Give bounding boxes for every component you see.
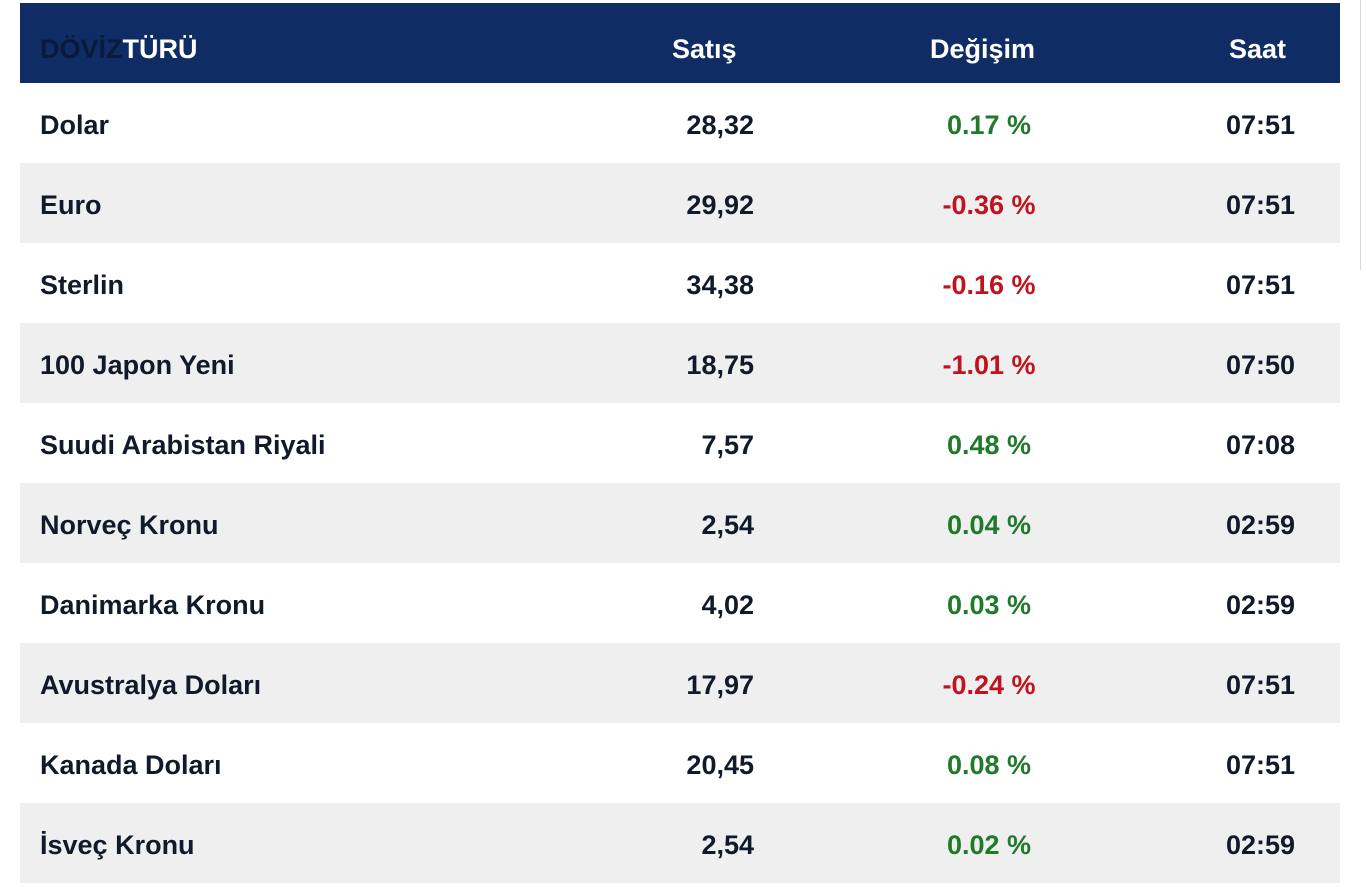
table-row[interactable]: Suudi Arabistan Riyali 7,57 0.48 % 07:08 [20, 403, 1340, 483]
table-row[interactable]: Kanada Doları 20,45 0.08 % 07:51 [20, 723, 1340, 803]
table-row[interactable]: Danimarka Kronu 4,02 0.03 % 02:59 [20, 563, 1340, 643]
sell-price: 18,75 [686, 350, 754, 380]
update-time: 02:59 [1226, 830, 1296, 860]
update-time: 07:51 [1226, 190, 1296, 220]
update-time: 07:51 [1226, 670, 1296, 700]
table-row[interactable]: Avustralya Doları 17,97 -0.24 % 07:51 [20, 643, 1340, 723]
currency-table: DÖVİZTÜRÜ Satış Değişim Saat Dolar 28,32… [20, 3, 1340, 883]
currency-name[interactable]: Avustralya Doları [40, 670, 262, 700]
table-row[interactable]: Sterlin 34,38 -0.16 % 07:51 [20, 243, 1340, 323]
header-type-part2: TÜRÜ [122, 34, 198, 64]
column-header-sell[interactable]: Satış [672, 34, 737, 64]
currency-name[interactable]: Danimarka Kronu [40, 590, 266, 620]
update-time: 07:51 [1226, 110, 1296, 140]
table-row[interactable]: Dolar 28,32 0.17 % 07:51 [20, 83, 1340, 163]
update-time: 02:59 [1226, 590, 1296, 620]
column-header-currency-type[interactable]: DÖVİZTÜRÜ [40, 3, 198, 83]
currency-name[interactable]: Kanada Doları [40, 750, 222, 780]
column-header-change[interactable]: Değişim [930, 34, 1036, 64]
currency-name[interactable]: Euro [40, 190, 102, 220]
sell-price: 34,38 [686, 270, 754, 300]
table-header: DÖVİZTÜRÜ Satış Değişim Saat [20, 3, 1340, 83]
sell-price: 4,02 [701, 590, 754, 620]
sell-price: 28,32 [686, 110, 754, 140]
change-percent: -0.24 % [942, 670, 1036, 700]
column-header-time[interactable]: Saat [1229, 34, 1287, 64]
currency-name[interactable]: Norveç Kronu [40, 510, 219, 540]
change-percent: 0.02 % [946, 830, 1032, 860]
sell-price: 29,92 [686, 190, 754, 220]
change-percent: -0.36 % [942, 190, 1036, 220]
sell-price: 2,54 [701, 830, 754, 860]
sell-price: 17,97 [686, 670, 754, 700]
update-time: 02:59 [1226, 510, 1296, 540]
change-percent: 0.17 % [946, 110, 1032, 140]
currency-name[interactable]: 100 Japon Yeni [40, 350, 235, 380]
currency-name[interactable]: Sterlin [40, 270, 125, 300]
sell-price: 7,57 [701, 430, 754, 460]
change-percent: 0.48 % [946, 430, 1032, 460]
table-row[interactable]: İsveç Kronu 2,54 0.02 % 02:59 [20, 803, 1340, 883]
currency-name[interactable]: Dolar [40, 110, 110, 140]
sell-price: 2,54 [701, 510, 754, 540]
change-percent: 0.08 % [946, 750, 1032, 780]
table-row[interactable]: Norveç Kronu 2,54 0.04 % 02:59 [20, 483, 1340, 563]
currency-name[interactable]: İsveç Kronu [40, 830, 195, 860]
table-row[interactable]: Euro 29,92 -0.36 % 07:51 [20, 163, 1340, 243]
update-time: 07:50 [1226, 350, 1296, 380]
scrollbar-track[interactable] [1360, 0, 1361, 270]
update-time: 07:08 [1226, 430, 1296, 460]
table-row[interactable]: 100 Japon Yeni 18,75 -1.01 % 07:50 [20, 323, 1340, 403]
header-type-part1: DÖVİZ [40, 34, 123, 64]
currency-name[interactable]: Suudi Arabistan Riyali [40, 430, 326, 460]
change-percent: 0.04 % [946, 510, 1032, 540]
change-percent: -0.16 % [942, 270, 1036, 300]
change-percent: -1.01 % [942, 350, 1036, 380]
sell-price: 20,45 [686, 750, 754, 780]
change-percent: 0.03 % [946, 590, 1032, 620]
update-time: 07:51 [1226, 750, 1296, 780]
update-time: 07:51 [1226, 270, 1296, 300]
